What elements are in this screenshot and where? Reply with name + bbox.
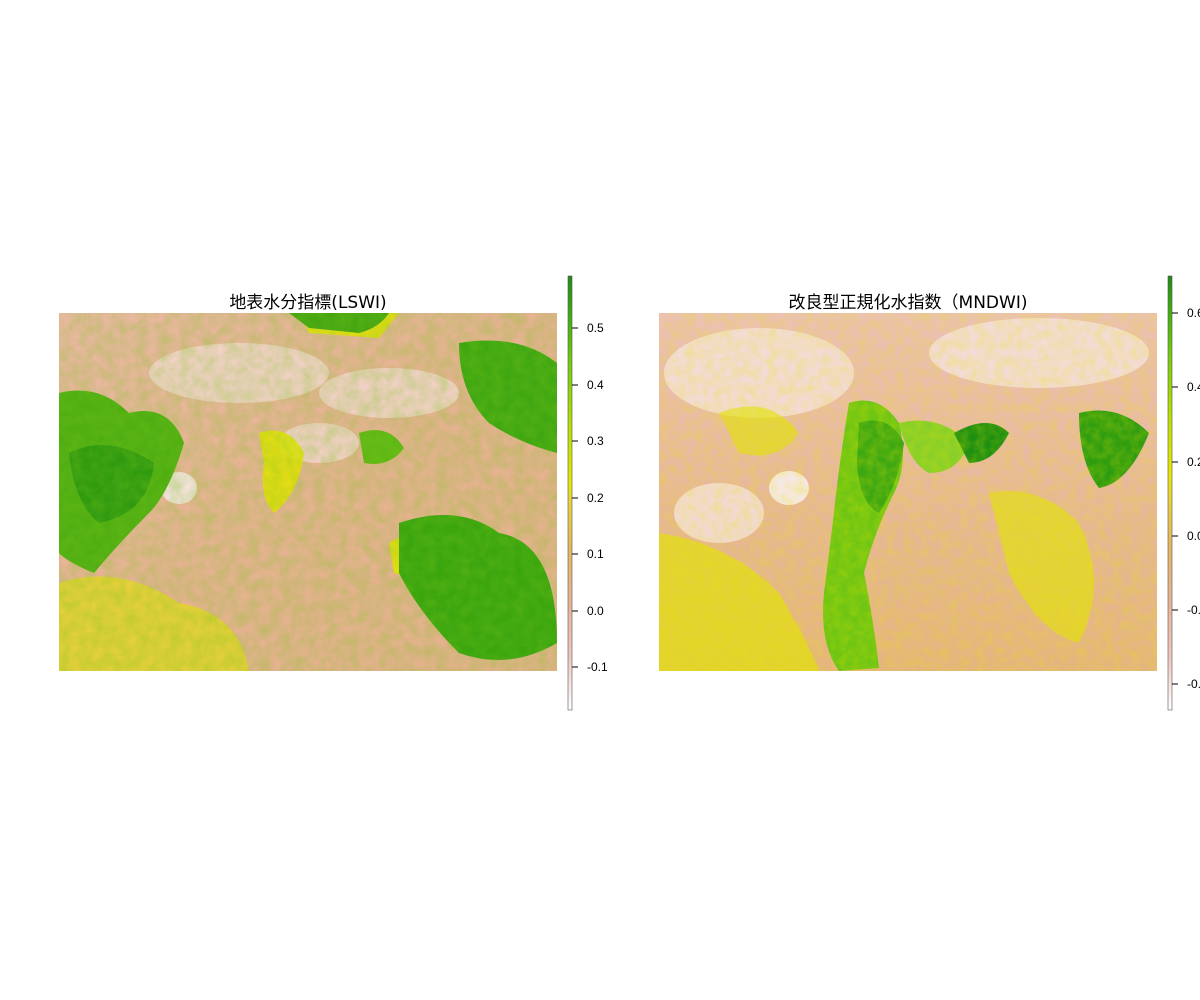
mndwi-map-image (659, 313, 1157, 671)
mndwi-speckle-texture (659, 313, 1157, 671)
mndwi-tick-label: 0.0 (1187, 529, 1200, 543)
mndwi-tick-label: 0.2 (1187, 455, 1200, 469)
lswi-tick-label: 0.3 (587, 434, 604, 448)
mndwi-colorbar-ticks (1172, 312, 1178, 685)
lswi-colorbar-ticks (572, 327, 578, 668)
mndwi-map-title: 改良型正規化水指数（MNDWI) (788, 293, 1028, 313)
lswi-tick-label: 0.0 (587, 604, 604, 618)
lswi-tick-label: -0.1 (587, 660, 608, 674)
mndwi-tick-label: 0.6 (1187, 306, 1200, 320)
mndwi-colorbar-gradient (1167, 275, 1173, 711)
mndwi-colorbar: 0.6 0.4 0.2 0.0 -0.2 -0.4 (1167, 275, 1200, 711)
lswi-map-title: 地表水分指標(LSWI) (229, 293, 387, 313)
lswi-tick-label: 0.4 (587, 378, 604, 392)
lswi-tick-label: 0.2 (587, 491, 604, 505)
lswi-tick-label: 0.1 (587, 547, 604, 561)
mndwi-tick-label: 0.4 (1187, 380, 1200, 394)
mndwi-tick-label: -0.4 (1187, 677, 1200, 691)
lswi-colorbar-gradient (567, 275, 573, 711)
lswi-speckle-texture (59, 313, 557, 671)
lswi-colorbar: 0.5 0.4 0.3 0.2 0.1 0.0 -0.1 (567, 275, 608, 711)
lswi-tick-label: 0.5 (587, 321, 604, 335)
lswi-map-image (59, 313, 557, 671)
mndwi-tick-label: -0.2 (1187, 603, 1200, 617)
